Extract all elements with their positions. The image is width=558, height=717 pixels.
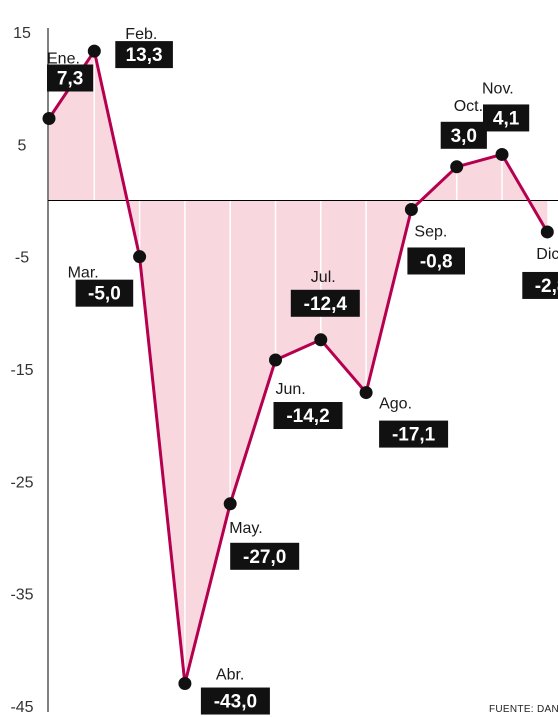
value-label-ago: -17,1: [392, 425, 436, 446]
month-label-nov: Nov.: [482, 80, 514, 97]
value-box-mar: [75, 279, 134, 307]
data-point-jun: [269, 353, 282, 367]
value-label-jul: -12,4: [304, 294, 348, 315]
value-box-feb: [115, 41, 173, 69]
month-label-mar: Mar.: [68, 265, 99, 282]
value-label-sep: -0,8: [420, 251, 453, 272]
value-label-abr: -43,0: [214, 692, 257, 713]
value-box-jun: [273, 402, 343, 430]
value-box-sep: [407, 247, 465, 275]
value-label-mar: -5,0: [88, 284, 121, 305]
data-point-ene: [42, 111, 56, 125]
value-label-nov: 4,1: [493, 108, 520, 129]
area-fill: [49, 51, 548, 684]
month-label-may: May.: [229, 520, 262, 537]
value-box-dic: [522, 271, 558, 299]
month-label-ago: Ago.: [379, 396, 412, 413]
y-tick-label: -35: [10, 587, 33, 604]
month-label-oct: Oct.: [454, 98, 483, 115]
value-label-ene: 7,3: [57, 68, 83, 89]
month-label-feb: Feb.: [125, 26, 157, 43]
value-box-ago: [379, 420, 449, 448]
month-label-dic: Dic.: [536, 246, 558, 263]
value-box-oct: [440, 121, 487, 149]
data-point-abr: [178, 677, 192, 691]
zero-baseline: [47, 28, 558, 712]
value-label-feb: 13,3: [126, 45, 163, 66]
data-point-oct: [450, 160, 464, 174]
y-tick-label: -15: [10, 362, 33, 379]
series-line: [47, 49, 549, 686]
data-point-may: [223, 497, 237, 511]
data-labels: Ene.7,3 Feb. 13,3 Mar. -5,0 Abr. -43,0 May. -27,…: [47, 26, 558, 715]
y-tick-label: -45: [10, 699, 33, 716]
value-label-jun: -14,2: [286, 406, 329, 427]
value-label-may: -27,0: [243, 547, 286, 568]
month-label-ene: Ene.: [47, 50, 80, 67]
value-label-oct: 3,0: [451, 126, 477, 147]
y-tick-label: -5: [15, 250, 29, 267]
y-tick-label: 5: [18, 137, 27, 154]
value-box-ene: [47, 64, 94, 92]
source-note: FUENTE: DANE: [489, 704, 558, 715]
series-line-layer: [47, 49, 549, 686]
data-points: [42, 44, 554, 691]
data-point-jul: [314, 333, 328, 347]
data-point-nov: [495, 147, 509, 161]
data-point-dic: [540, 225, 554, 239]
y-axis-ticks: 15 5 -5 -15 -25 -35 -45: [10, 25, 33, 716]
month-label-jul: Jul.: [311, 269, 336, 286]
value-box-nov: [483, 104, 530, 132]
data-point-mar: [133, 250, 147, 264]
value-box-abr: [200, 687, 270, 715]
month-label-sep: Sep.: [414, 223, 447, 240]
value-box-may: [230, 542, 300, 570]
y-tick-label: 15: [13, 25, 31, 42]
data-point-ago: [359, 386, 373, 400]
data-point-feb: [87, 44, 101, 58]
value-label-dic: -2,8: [535, 276, 558, 297]
y-tick-label: -25: [10, 474, 33, 491]
month-label-jun: Jun.: [276, 381, 306, 398]
vertical-dividers: [93, 51, 503, 684]
month-label-abr: Abr.: [216, 667, 244, 684]
data-point-sep: [404, 202, 418, 216]
value-box-jul: [290, 289, 360, 317]
area-layer: [49, 51, 548, 684]
